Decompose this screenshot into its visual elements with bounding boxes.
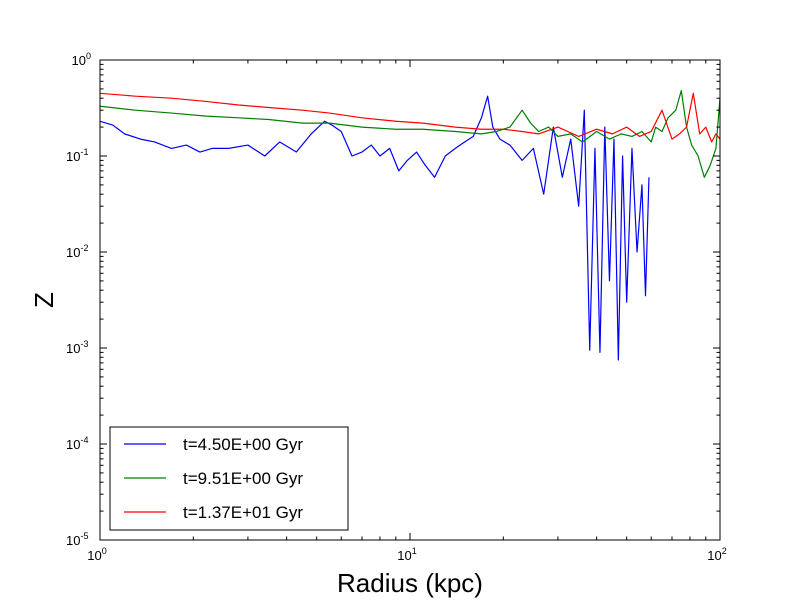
legend: t=4.50E+00 Gyr t=9.51E+00 Gyr t=1.37E+01 G… [109, 426, 349, 531]
x-tick-label-base: 10 [707, 548, 721, 563]
y-tick-label-exponent: -3 [80, 339, 88, 349]
y-tick-label-base: 10 [72, 53, 86, 68]
x-tick-label-base: 10 [87, 548, 101, 563]
x-tick-label-exponent: 2 [722, 546, 727, 556]
y-tick-label: 10-2 [66, 243, 88, 260]
series-layer [100, 89, 720, 361]
y-tick-label: 10-4 [66, 435, 88, 452]
series-line-2 [100, 89, 720, 178]
y-tick-label: 10-1 [66, 147, 88, 164]
x-tick-label-exponent: 0 [102, 546, 107, 556]
y-tick-label-exponent: -4 [80, 435, 88, 445]
y-tick-label-exponent: 0 [86, 51, 91, 61]
y-tick-label-base: 10 [66, 149, 80, 164]
x-tick-label-base: 10 [397, 548, 411, 563]
legend-label-1: t=4.50E+00 Gyr [183, 435, 303, 454]
x-tick-label: 101 [397, 546, 416, 563]
x-tick-label: 100 [87, 546, 106, 563]
y-tick-label: 10-3 [66, 339, 88, 356]
y-tick-label-exponent: -5 [80, 531, 88, 541]
x-axis-label: Radius (kpc) [337, 568, 483, 598]
y-tick-label-exponent: -2 [80, 243, 88, 253]
y-tick-label-base: 10 [66, 437, 80, 452]
y-tick-label: 10-5 [66, 531, 88, 548]
y-tick-label-exponent: -1 [80, 147, 88, 157]
y-axis-label: Z [29, 292, 59, 308]
y-tick-label: 100 [72, 51, 91, 68]
x-tick-label-exponent: 1 [412, 546, 417, 556]
y-tick-label-base: 10 [66, 533, 80, 548]
legend-label-2: t=9.51E+00 Gyr [183, 469, 303, 488]
x-tick-label: 102 [707, 546, 726, 563]
y-tick-label-base: 10 [66, 245, 80, 260]
series-line-1 [100, 95, 650, 361]
y-tick-label-base: 10 [66, 341, 80, 356]
legend-label-3: t=1.37E+01 Gyr [183, 503, 303, 522]
series-line-3 [100, 92, 720, 143]
